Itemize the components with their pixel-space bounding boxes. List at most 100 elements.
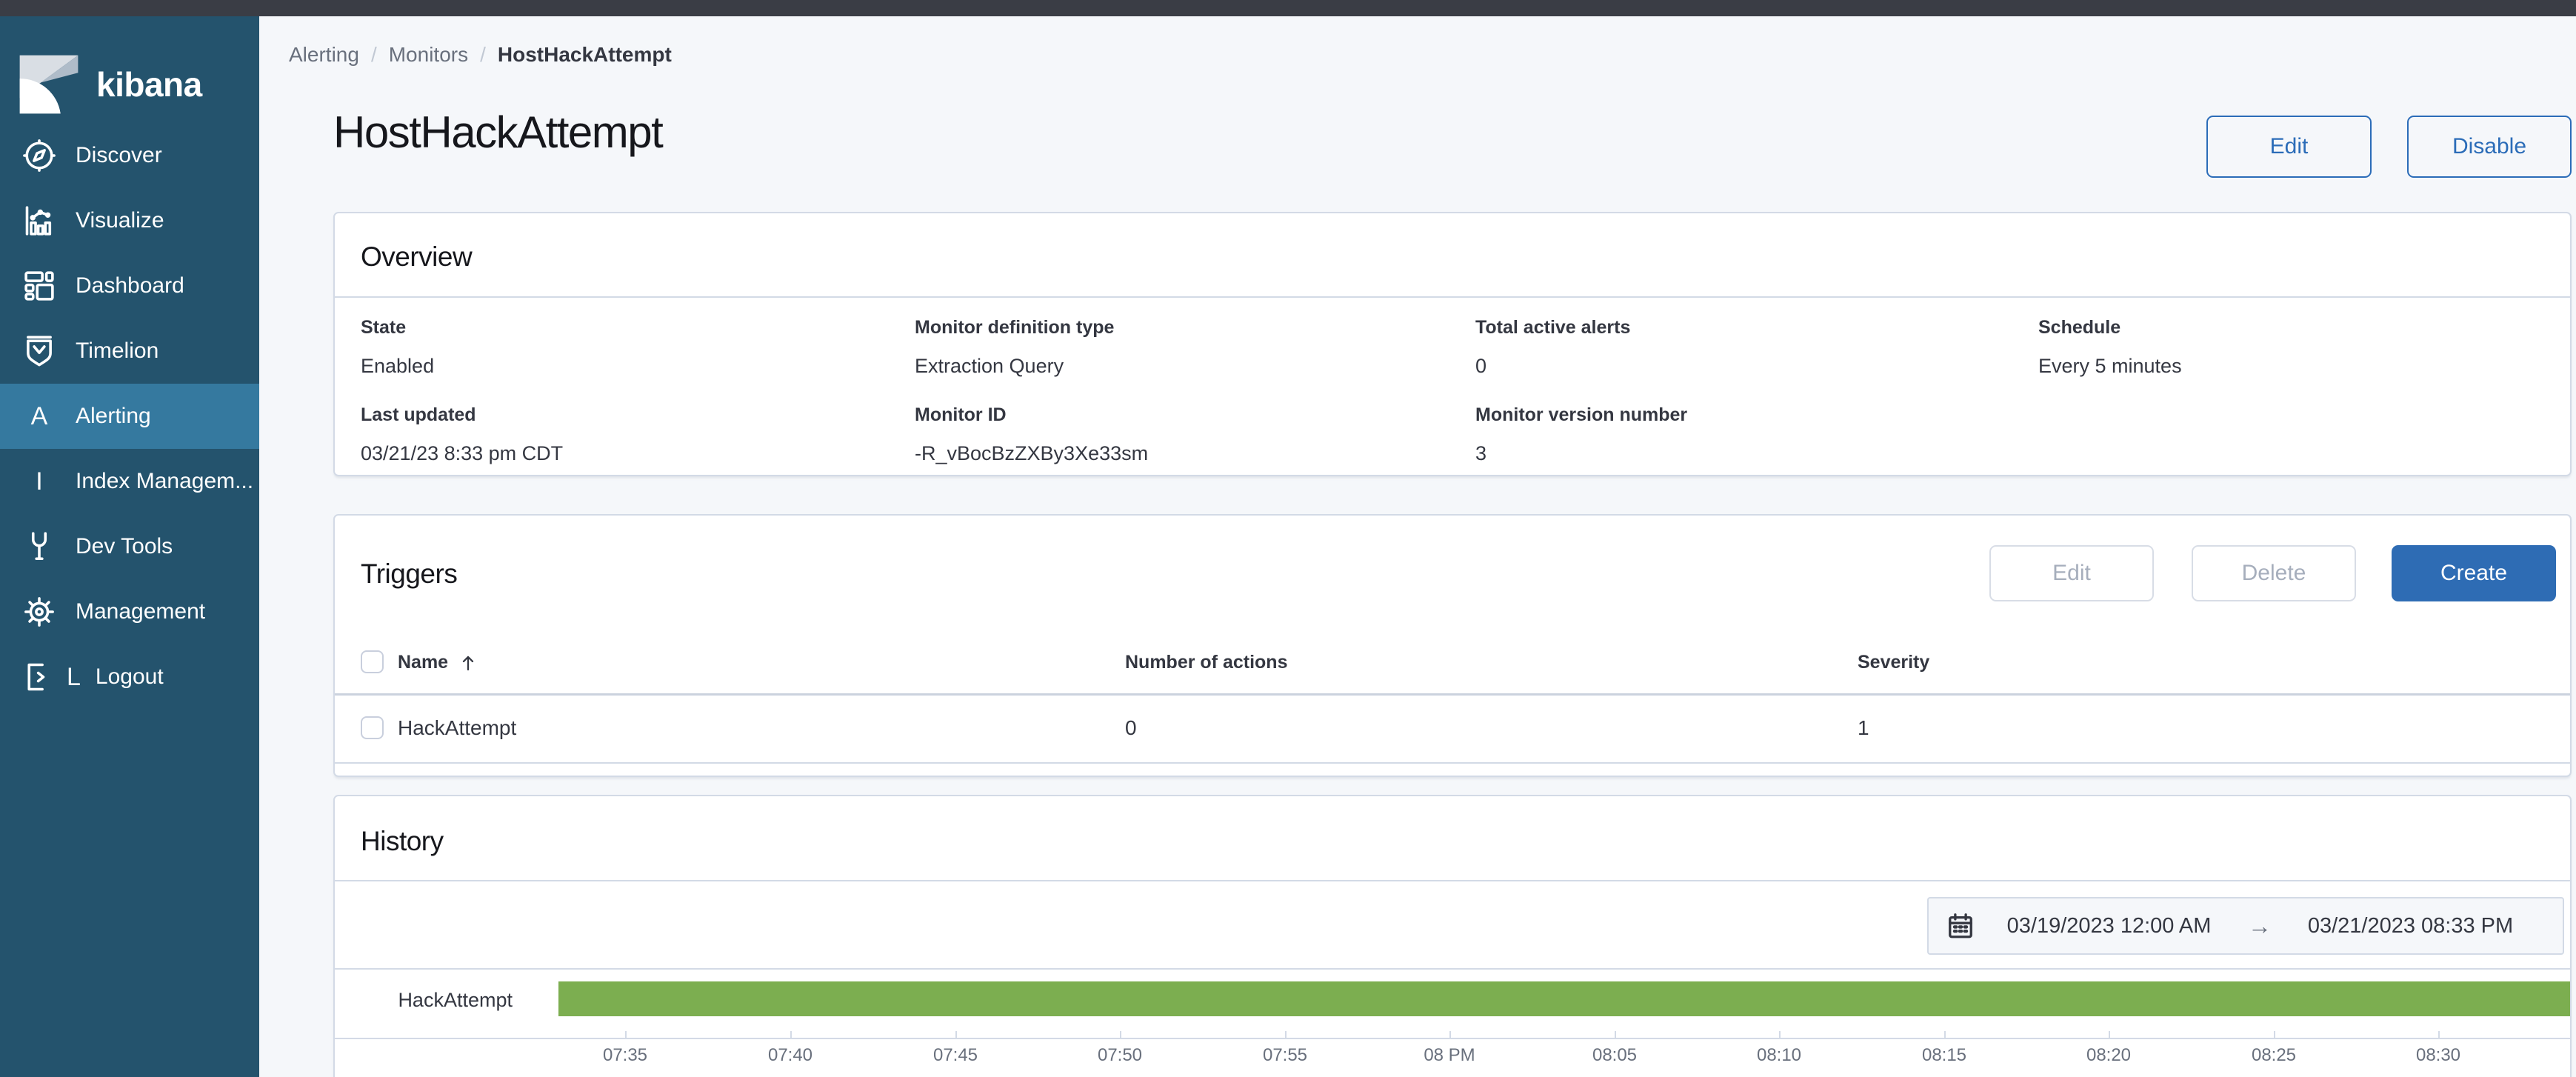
field-last-updated: Last updated 03/21/23 8:33 pm CDT (361, 404, 564, 464)
sidebar: kibana Discover (0, 16, 259, 1077)
sidebar-nav: Discover Visualize (0, 123, 259, 710)
trigger-severity-cell: 1 (1858, 716, 1869, 739)
timeline-bar[interactable] (558, 981, 2570, 1016)
triggers-table-header: Name Number of actions Severity (335, 631, 2570, 693)
bar-chart-icon (22, 204, 56, 238)
divider (335, 880, 2570, 881)
axis-label: 08 PM (1424, 1045, 1475, 1065)
axis-tick (2438, 1031, 2440, 1038)
axis-label: 08:20 (2086, 1045, 2132, 1065)
sidebar-item-logout[interactable]: L Logout (0, 644, 259, 710)
trigger-create-button[interactable]: Create (2392, 545, 2556, 601)
axis-tick (2274, 1031, 2275, 1038)
column-header-number-of-actions[interactable]: Number of actions (1125, 652, 1288, 673)
axis-label: 08:15 (1921, 1045, 1967, 1065)
kibana-logo-text: kibana (96, 65, 202, 104)
gear-icon (22, 595, 56, 629)
trigger-table-row[interactable]: HackAttempt 0 1 (335, 696, 2570, 762)
exit-icon (22, 660, 56, 694)
sidebar-item-dashboard[interactable]: Dashboard (0, 253, 259, 319)
column-header-name[interactable]: Name (398, 652, 478, 673)
sidebar-item-label: Management (76, 599, 206, 624)
sidebar-item-label: Index Managem... (76, 469, 254, 493)
field-monitor-id: Monitor ID -R_vBocBzZXBy3Xe33sm (915, 404, 1149, 464)
main-content: Alerting / Monitors / HostHackAttempt Ho… (259, 16, 2576, 1077)
compass-icon (22, 139, 56, 173)
divider (335, 296, 2570, 298)
select-all-checkbox[interactable] (361, 650, 384, 673)
field-state: State Enabled (361, 317, 435, 377)
arrow-right-icon: → (2248, 912, 2272, 939)
field-total-active-alerts: Total active alerts 0 (1475, 317, 1631, 377)
sidebar-item-label: Dashboard (76, 273, 184, 298)
axis-tick (1779, 1031, 1781, 1038)
axis-tick (2109, 1031, 2110, 1038)
axis-label: 08:05 (1592, 1045, 1638, 1065)
column-header-severity[interactable]: Severity (1858, 652, 1930, 673)
axis-label: 07:40 (767, 1045, 813, 1065)
sidebar-item-label: Discover (76, 143, 162, 167)
date-range-end[interactable]: 03/21/2023 08:33 PM (2307, 913, 2514, 938)
breadcrumb-monitors[interactable]: Monitors (388, 43, 469, 66)
sidebar-item-alerting[interactable]: A Alerting (0, 384, 259, 449)
history-panel: History 03/19/2023 12:00 AM → 03/21/2023… (333, 795, 2572, 1077)
axis-tick (1615, 1031, 1616, 1038)
triggers-title: Triggers (361, 558, 458, 589)
axis-label: 07:55 (1262, 1045, 1308, 1065)
breadcrumb: Alerting / Monitors / HostHackAttempt (289, 43, 672, 67)
breadcrumb-alerting[interactable]: Alerting (289, 43, 359, 66)
sidebar-item-visualize[interactable]: Visualize (0, 188, 259, 253)
triggers-panel: Triggers Edit Delete Create Name Number … (333, 514, 2572, 777)
axis-label: 08:30 (2415, 1045, 2461, 1065)
axis-tick (1285, 1031, 1287, 1038)
sidebar-item-label: Timelion (76, 339, 159, 363)
sidebar-item-label: Logout (95, 664, 164, 689)
date-range-picker[interactable]: 03/19/2023 12:00 AM → 03/21/2023 08:33 P… (1927, 897, 2564, 955)
trigger-edit-button[interactable]: Edit (1989, 545, 2154, 601)
axis-label: 07:45 (932, 1045, 978, 1065)
axis-tick (625, 1031, 627, 1038)
trigger-delete-button[interactable]: Delete (2192, 545, 2356, 601)
timeline-series-label: HackAttempt (398, 989, 513, 1011)
table-row-border (335, 762, 2570, 764)
sidebar-item-label: Alerting (76, 404, 151, 428)
overview-panel: Overview State Enabled Monitor definitio… (333, 212, 2572, 476)
letter-a-icon: A (30, 401, 48, 430)
field-monitor-definition-type: Monitor definition type Extraction Query (915, 317, 1115, 377)
x-axis-line (335, 1038, 2570, 1039)
sidebar-item-label: Dev Tools (76, 534, 173, 558)
axis-label: 08:10 (1756, 1045, 1802, 1065)
kibana-logo-row[interactable]: kibana (0, 16, 259, 116)
field-monitor-version-number: Monitor version number 3 (1475, 404, 1688, 464)
divider (335, 968, 2570, 970)
browser-top-bar (0, 0, 2576, 16)
calendar-icon (1949, 913, 1972, 938)
sidebar-item-dev-tools[interactable]: Dev Tools (0, 514, 259, 579)
field-schedule: Schedule Every 5 minutes (2038, 317, 2182, 377)
breadcrumb-separator: / (370, 43, 377, 66)
axis-tick (1120, 1031, 1121, 1038)
date-range-start[interactable]: 03/19/2023 12:00 AM (2006, 913, 2212, 938)
sidebar-item-management[interactable]: Management (0, 579, 259, 644)
axis-tick (790, 1031, 792, 1038)
sidebar-item-index-management[interactable]: I Index Managem... (0, 449, 259, 514)
axis-tick (1944, 1031, 1946, 1038)
row-checkbox[interactable] (361, 716, 384, 739)
axis-label: 08:25 (2251, 1045, 2297, 1065)
sort-ascending-icon (458, 653, 478, 673)
breadcrumb-separator: / (480, 43, 486, 66)
sidebar-item-label: Visualize (76, 208, 164, 233)
disable-monitor-button[interactable]: Disable (2407, 116, 2572, 178)
edit-monitor-button[interactable]: Edit (2206, 116, 2372, 178)
wrench-icon (22, 530, 56, 564)
axis-tick (955, 1031, 957, 1038)
axis-label: 07:35 (602, 1045, 648, 1065)
sidebar-item-discover[interactable]: Discover (0, 123, 259, 188)
letter-l-icon: L (67, 662, 81, 691)
letter-i-icon: I (36, 467, 43, 496)
trigger-actions-cell: 0 (1125, 716, 1137, 739)
table-header-border (335, 693, 2570, 696)
sidebar-item-timelion[interactable]: Timelion (0, 319, 259, 384)
shield-icon (22, 334, 56, 368)
